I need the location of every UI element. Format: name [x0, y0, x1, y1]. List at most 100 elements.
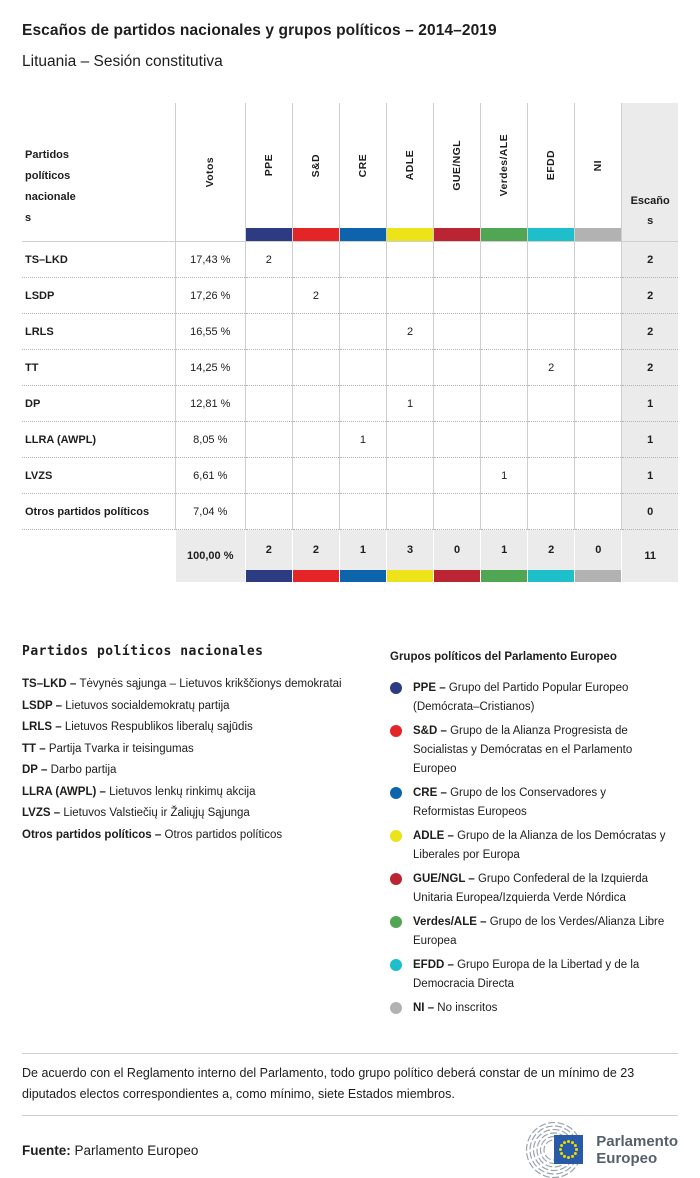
- seats-cell: 2: [621, 277, 678, 314]
- group-header-label: EFDD: [545, 150, 558, 181]
- source-row: Fuente: Parlamento Europeo: [22, 1122, 678, 1178]
- group-seats-cell: [244, 349, 293, 386]
- total-blank-cell: [22, 530, 175, 583]
- group-legend-abbr: ADLE –: [413, 830, 458, 842]
- group-header-wrap: ADLE: [387, 103, 433, 228]
- group-seats-cell: [480, 313, 528, 350]
- group-seats-cell: 2: [291, 277, 340, 314]
- table-row-lsdp: LSDP 17,26 % 2 2: [22, 277, 678, 314]
- group-seats-cell: [433, 493, 481, 530]
- group-seats-cell: [244, 277, 293, 314]
- party-name-cell: TT: [22, 349, 176, 386]
- group-legend-abbr: S&D –: [413, 725, 451, 737]
- group-seats-cell: [527, 421, 575, 458]
- party-legend-item-lrls: LRLS – Lietuvos Respublikos liberalų sąj…: [22, 717, 390, 739]
- table-row-dp: DP 12,81 % 1 1: [22, 385, 678, 422]
- legends: Partidos políticos nacionales TS–LKD – T…: [22, 644, 678, 1023]
- total-group-value: 0: [595, 544, 602, 556]
- group-seats-cell: [291, 349, 340, 386]
- table-row-llra-awpl: LLRA (AWPL) 8,05 % 1 1: [22, 421, 678, 458]
- group-legend-item-adle: ADLE – Grupo de la Alianza de los Demócr…: [390, 827, 678, 865]
- party-legend-abbr: TT –: [22, 742, 49, 755]
- group-seats-cell: [385, 493, 434, 530]
- legend-dot-cre: [390, 787, 402, 799]
- group-seats-cell: [291, 493, 340, 530]
- group-header-label: GUE/NGL: [451, 140, 464, 191]
- group-seats-cell: [574, 457, 622, 494]
- votes-column-header: Votos: [174, 103, 246, 242]
- table-row-lrls: LRLS 16,55 % 2 2: [22, 313, 678, 350]
- group-seats-cell: [574, 421, 622, 458]
- party-legend-name: Tėvynės sąjunga – Lietuvos krikščionys d…: [79, 678, 342, 690]
- group-seats-cell: [291, 313, 340, 350]
- party-name-cell: LSDP: [22, 277, 176, 314]
- group-legend-item-ni: NI – No inscritos: [390, 999, 678, 1018]
- group-legend-name: Grupo de la Alianza Progresista de Socia…: [413, 725, 633, 775]
- total-group-value: 1: [501, 544, 508, 556]
- total-group-color-bar: [434, 570, 481, 582]
- group-seats-cell: [527, 385, 575, 422]
- group-column-header-efdd: EFDD: [527, 103, 575, 242]
- group-seats-cell: [244, 457, 293, 494]
- total-group-color-bar: [339, 570, 386, 582]
- group-legend-text: ADLE – Grupo de la Alianza de los Demócr…: [413, 827, 667, 865]
- group-seats-cell: [527, 241, 575, 278]
- total-votes-cell: 100,00 %: [174, 529, 246, 582]
- group-column-header-ni: NI: [574, 103, 622, 242]
- legend-dot-gue-ngl: [390, 873, 402, 885]
- table-row-tt: TT 14,25 % 2 2: [22, 349, 678, 386]
- group-column-header-adle: ADLE: [385, 103, 434, 242]
- page-subtitle: Lituania – Sesión constitutiva: [22, 53, 223, 70]
- eu-parliament-logo: Parlamento Europeo: [514, 1122, 678, 1178]
- party-legend-abbr: LSDP –: [22, 699, 66, 712]
- group-legend-abbr: Verdes/ALE –: [413, 916, 490, 928]
- party-legend-name: Lietuvos Respublikos liberalų sąjūdis: [64, 721, 253, 733]
- group-seats-cell: [433, 457, 481, 494]
- votes-cell: 8,05 %: [174, 421, 246, 458]
- group-seats-cell: [291, 385, 340, 422]
- seats-table: Partidos políticos nacionales Votos PPE S&D…: [22, 103, 678, 582]
- group-header-wrap: PPE: [246, 103, 292, 228]
- group-seats-cell: [574, 349, 622, 386]
- national-parties-legend: Partidos políticos nacionales TS–LKD – T…: [22, 644, 390, 1023]
- group-seats-cell: [433, 277, 481, 314]
- group-legend-name: Grupo de los Conservadores y Reformistas…: [413, 787, 607, 818]
- group-legend-abbr: NI –: [413, 1002, 438, 1014]
- party-column-header-label: Partidos políticos nacionales: [25, 149, 76, 224]
- legend-dot-ppe: [390, 682, 402, 694]
- group-seats-cell: [480, 277, 528, 314]
- group-header-label: CRE: [356, 153, 369, 178]
- total-group-value: 3: [406, 544, 414, 556]
- seats-cell: 2: [621, 313, 678, 350]
- group-color-bar: [434, 228, 481, 241]
- total-group-color-bar: [481, 570, 528, 582]
- group-header-label: Verdes/ALE: [498, 134, 511, 197]
- table-header-row: Partidos políticos nacionales Votos PPE S&D…: [22, 103, 678, 242]
- total-group-color-bar: [575, 570, 622, 582]
- group-seats-cell: [574, 385, 622, 422]
- eu-hemicycle-icon: [526, 1122, 584, 1178]
- group-legend-text: GUE/NGL – Grupo Confederal de la Izquier…: [413, 870, 667, 908]
- group-legend-text: CRE – Grupo de los Conservadores y Refor…: [413, 784, 667, 822]
- political-groups-legend-heading: Grupos políticos del Parlamento Europeo: [390, 651, 617, 663]
- group-seats-cell: [291, 421, 340, 458]
- group-header-wrap: S&D: [293, 103, 339, 228]
- total-group-seats-cell: 0: [433, 529, 481, 582]
- group-legend-item-efdd: EFDD – Grupo Europa de la Libertad y de …: [390, 956, 678, 994]
- votes-cell: 7,04 %: [174, 493, 246, 530]
- party-column-header: Partidos políticos nacionales: [22, 103, 176, 242]
- party-legend-name: Partija Tvarka ir teisingumas: [48, 742, 194, 755]
- legend-dot-efdd: [390, 959, 402, 971]
- group-seats-cell: [433, 421, 481, 458]
- group-seats-cell: [244, 313, 293, 350]
- total-group-seats-cell: 1: [338, 529, 387, 582]
- party-name-cell: TS–LKD: [22, 241, 176, 278]
- seats-cell: 1: [621, 421, 678, 458]
- group-color-bar: [387, 228, 434, 241]
- group-legend-item-ppe: PPE – Grupo del Partido Popular Europeo …: [390, 679, 678, 717]
- party-legend-name: Lietuvos lenkų rinkimų akcija: [109, 785, 256, 798]
- group-seats-cell: [527, 493, 575, 530]
- group-color-bar: [481, 228, 528, 241]
- eu-flag-square: [554, 1135, 584, 1164]
- group-color-bar: [528, 228, 575, 241]
